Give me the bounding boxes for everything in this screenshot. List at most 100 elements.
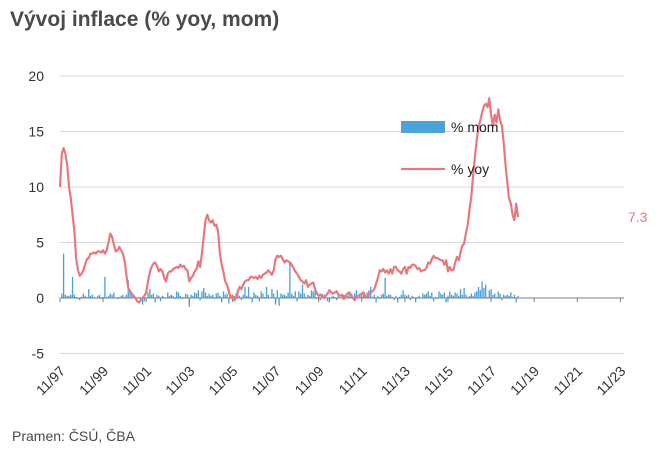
mom-bar [499, 293, 501, 298]
mom-bar [510, 292, 512, 298]
mom-bar [129, 292, 131, 298]
mom-bar [432, 298, 435, 302]
mom-bar [116, 298, 119, 300]
mom-bar [386, 295, 388, 298]
mom-bar [224, 294, 226, 298]
legend-mom-label: % mom [451, 119, 498, 135]
mom-bar [450, 294, 453, 298]
mom-bar [106, 296, 108, 298]
mom-bar [170, 294, 173, 298]
mom-bar [292, 295, 295, 298]
x-tick-label: 11/17 [464, 363, 500, 399]
mom-bar [256, 295, 259, 298]
source-note: Pramen: ČSÚ, ČBA [12, 428, 135, 444]
mom-bar [486, 296, 489, 298]
mom-bar [273, 293, 275, 298]
mom-bar [102, 296, 104, 298]
mom-bar [262, 293, 264, 298]
mom-bar [215, 293, 217, 298]
mom-bar [123, 296, 126, 298]
mom-bar [109, 293, 111, 298]
mom-bar [346, 295, 349, 298]
mom-bar [104, 276, 106, 298]
mom-bar [413, 296, 415, 298]
mom-bar [443, 292, 446, 298]
mom-bar [388, 294, 390, 298]
mom-bar [73, 294, 76, 298]
mom-bar [467, 296, 469, 298]
mom-bar [330, 296, 332, 298]
mom-bar [251, 298, 253, 303]
mom-bar [337, 294, 340, 298]
mom-bar [283, 294, 286, 298]
mom-bar [111, 294, 113, 298]
mom-bar [459, 289, 462, 298]
x-tick-label: 11/13 [378, 363, 414, 399]
mom-bar [377, 295, 379, 298]
mom-bar [149, 289, 151, 298]
mom-bar [204, 292, 207, 298]
mom-bar [213, 298, 216, 300]
mom-bar [380, 294, 383, 298]
mom-bar [197, 290, 199, 298]
mom-bar [429, 295, 431, 298]
mom-bar [300, 293, 302, 298]
mom-bar [476, 291, 478, 298]
y-tick-label: 0 [36, 290, 44, 306]
mom-bar [291, 293, 293, 298]
mom-bar [328, 298, 331, 303]
mom-bar [465, 294, 467, 298]
mom-bar [472, 295, 474, 298]
mom-bar [186, 294, 189, 298]
mom-bar [402, 290, 404, 298]
x-tick-label: 11/07 [248, 363, 284, 399]
mom-bar [226, 293, 228, 298]
mom-bar [176, 291, 178, 298]
y-tick-label: 10 [28, 179, 44, 195]
mom-bar [138, 296, 140, 298]
mom-bar [423, 294, 426, 298]
mom-bar [483, 288, 485, 298]
mom-bar [267, 294, 270, 298]
mom-bar [246, 295, 248, 298]
mom-bar [282, 294, 284, 298]
mom-bar [477, 286, 480, 298]
legend-yoy-label: % yoy [451, 161, 489, 177]
mom-bar [179, 295, 182, 298]
mom-bar [361, 294, 363, 298]
x-tick-label: 11/21 [550, 363, 586, 399]
mom-bar [397, 298, 399, 303]
mom-bar [348, 293, 350, 298]
yoy-end-label: 7.3 [628, 209, 648, 225]
mom-bar [68, 295, 70, 298]
mom-bar [238, 295, 241, 298]
mom-bar [502, 294, 505, 298]
mom-bar [508, 295, 510, 298]
mom-bar [100, 298, 102, 300]
mom-bar [141, 298, 144, 305]
mom-bar [326, 298, 329, 302]
mom-bar [185, 293, 187, 298]
mom-bar [88, 289, 90, 298]
mom-bar [373, 294, 376, 298]
mom-bar [296, 298, 298, 302]
mom-bar [190, 294, 192, 298]
mom-bar [316, 298, 318, 300]
mom-bar [75, 296, 77, 298]
mom-bar [201, 291, 203, 298]
mom-bar [452, 295, 455, 298]
x-tick-label: 11/11 [335, 363, 370, 398]
mom-bar [177, 292, 180, 298]
mom-bar [427, 291, 429, 298]
mom-bar [97, 295, 99, 298]
mom-bar [445, 298, 447, 303]
gridlines [60, 75, 624, 354]
mom-bar [400, 294, 402, 298]
mom-bar [506, 294, 508, 298]
mom-bar [438, 291, 440, 298]
mom-bar [77, 298, 79, 300]
mom-bar [244, 286, 246, 298]
mom-bar [172, 295, 174, 298]
mom-bar [497, 291, 499, 298]
y-tick-label: -5 [32, 346, 45, 362]
